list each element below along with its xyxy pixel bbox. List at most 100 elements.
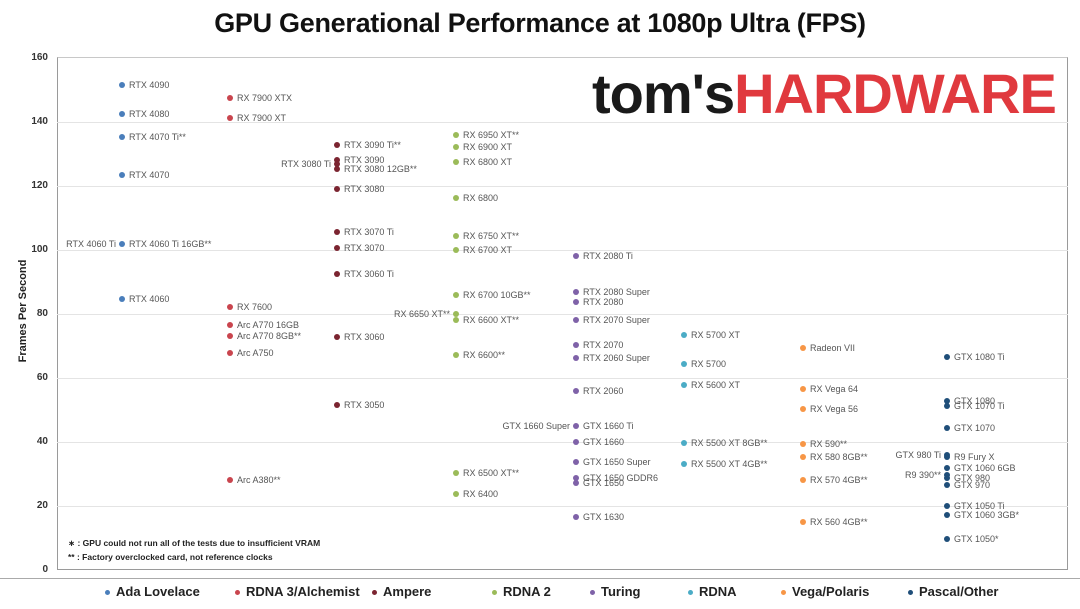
data-point [334,245,340,252]
data-label: GTX 980 [954,472,991,483]
data-point [334,229,340,236]
data-point [573,513,579,520]
footnote-vram: ∗ : GPU could not run all of the tests d… [68,538,321,548]
data-label: RTX 4060 Ti [66,239,116,250]
data-label: GTX 1050* [954,533,999,544]
data-label: RX 5600 XT [691,380,741,391]
y-tick-label: 80 [36,308,48,319]
data-point [944,353,950,360]
data-point [800,477,806,484]
data-point [453,232,459,239]
data-point [573,439,579,445]
data-label: GTX 1660 Super [502,420,570,431]
y-tick-label: 140 [31,116,48,127]
data-label: RX 6900 XT [463,141,513,152]
data-label: GTX 1060 6GB [954,462,1016,473]
data-label: RTX 3090 Ti** [344,140,401,151]
data-point [944,402,950,409]
data-point [800,344,806,351]
data-label: GTX 1650 GDDR6 [583,472,659,483]
data-label: RX 5700 XT [691,330,741,341]
data-label: RTX 2080 [583,296,624,307]
legend-dot-icon [781,590,786,596]
legend-label: RDNA 3/Alchemist [246,584,360,599]
data-point [334,334,340,341]
data-point [573,479,579,486]
y-tick-label: 60 [36,372,48,383]
data-label: Arc A380** [237,475,281,486]
data-label: RX 6700 10GB** [463,290,531,301]
data-label: GTX 1650 [583,477,625,488]
legend-label: Vega/Polaris [792,584,870,599]
data-point [800,454,806,461]
data-label: RTX 4070 [129,170,170,181]
data-point [681,382,687,389]
data-label: RX 5700 [691,358,727,369]
data-label: RX 6700 XT [463,245,513,255]
legend-dot-icon [590,590,595,596]
data-point [681,360,687,367]
data-point [453,470,459,477]
data-label: RTX 4090 [129,79,170,90]
data-label: RX 6500 XT** [463,468,520,479]
gridline [57,506,1068,507]
data-point [453,159,459,165]
data-label: RX 6800 XT [463,157,513,167]
data-point [227,350,233,357]
data-label: RX Vega 56 [810,404,859,415]
data-label: GTX 980 Ti [895,450,941,461]
data-label: RTX 3080 Ti [281,158,331,169]
data-point [227,114,233,121]
data-point [453,317,459,324]
legend-label: Pascal/Other [919,584,999,599]
data-point [334,401,340,408]
data-label: RX 570 4GB** [810,475,868,486]
data-point [227,95,233,101]
data-point [119,111,125,117]
data-point [573,298,579,305]
data-point [681,332,687,339]
legend-dot-icon [105,590,110,596]
data-label: RTX 3060 Ti [344,269,394,279]
data-point [573,342,579,349]
plot-area [57,57,1068,570]
data-label: RTX 2080 Super [583,286,650,297]
data-point [119,240,125,247]
data-point [453,292,459,299]
data-label: RTX 3080 12GB** [344,164,417,175]
data-point [453,143,459,150]
data-label: RX 7600 [237,301,273,312]
data-label: GTX 1080 [954,396,996,407]
logo-part-hardware: HARDWARE [734,62,1057,125]
data-label: GTX 1660 Ti [583,421,634,432]
data-point [944,454,950,461]
data-point [453,351,459,358]
data-label: RX 5500 XT 4GB** [691,459,768,470]
data-point [119,172,125,179]
data-point [573,288,579,295]
data-label: RX 6650 XT** [393,309,450,319]
data-label: GTX 1070 [954,422,996,433]
legend-label: RDNA [699,584,737,599]
legend-item: RDNA 3/Alchemist [235,584,360,599]
data-label: RTX 2080 Ti [583,251,633,262]
data-label: Arc A750 [237,348,274,359]
data-label: RTX 2060 [583,386,624,397]
data-point [681,461,687,468]
legend-item: Ampere [372,584,431,599]
y-tick-label: 160 [31,52,48,63]
data-point [800,385,806,392]
data-point [944,511,950,518]
gridline [57,378,1068,379]
gridline [57,122,1068,123]
data-label: RTX 3070 [344,243,385,254]
data-label: GTX 1650 Super [583,456,651,467]
gridline [57,314,1068,315]
data-point [334,157,340,164]
footnote-overclocked: ** : Factory overclocked card, not refer… [68,552,273,562]
data-point [944,398,950,405]
data-point [453,490,459,497]
data-point [119,134,125,141]
legend-dot-icon [235,590,240,596]
legend-label: Ampere [383,584,432,599]
